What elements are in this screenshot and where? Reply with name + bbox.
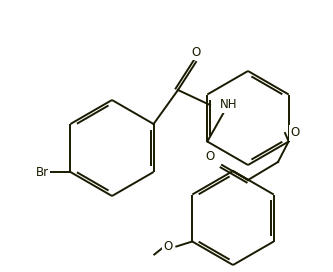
Text: O: O — [205, 150, 215, 163]
Text: O: O — [290, 126, 300, 140]
Text: O: O — [164, 240, 173, 253]
Text: Br: Br — [36, 165, 49, 178]
Text: O: O — [191, 45, 200, 58]
Text: NH: NH — [220, 98, 237, 112]
